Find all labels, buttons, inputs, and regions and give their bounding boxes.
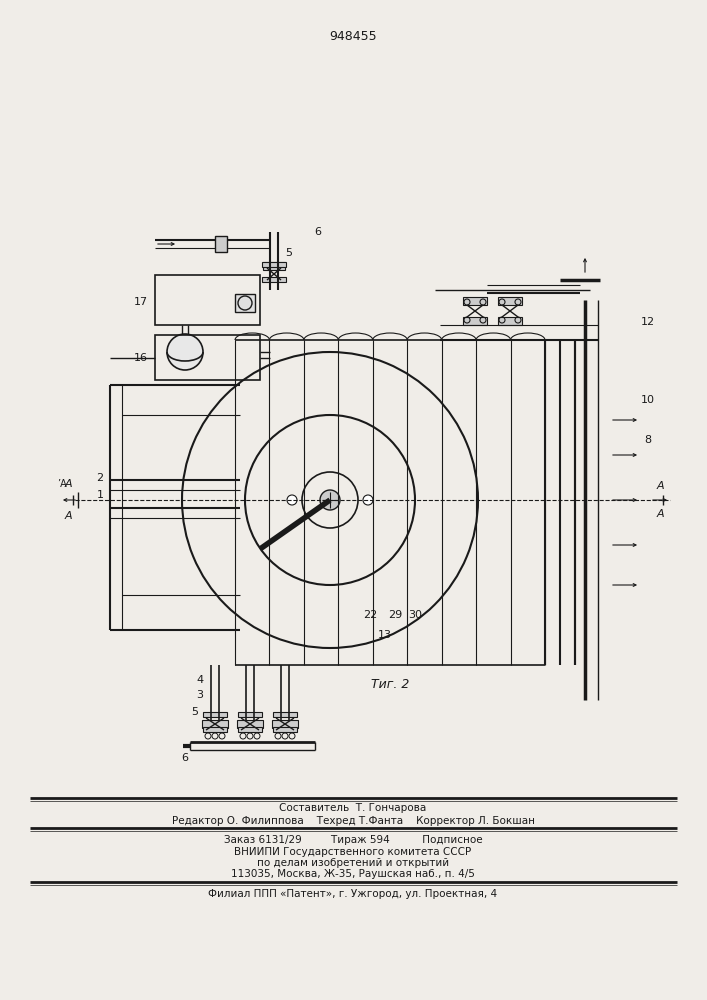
Text: 3: 3 — [197, 690, 204, 700]
Text: 6: 6 — [315, 227, 322, 237]
Text: 113035, Москва, Ж-35, Раушская наб., п. 4/5: 113035, Москва, Ж-35, Раушская наб., п. … — [231, 869, 475, 879]
Text: 16: 16 — [134, 353, 148, 363]
Circle shape — [167, 334, 203, 370]
Bar — [237, 720, 263, 728]
Text: A: A — [656, 509, 664, 519]
Text: ВНИИПИ Государственного комитета СССР: ВНИИПИ Государственного комитета СССР — [235, 847, 472, 857]
Text: A: A — [64, 511, 72, 521]
Circle shape — [363, 495, 373, 505]
Text: 6: 6 — [182, 753, 189, 763]
Text: Τиг. 2: Τиг. 2 — [370, 678, 409, 692]
Bar — [238, 727, 262, 732]
Text: Заказ 6131/29         Тираж 594          Подписное: Заказ 6131/29 Тираж 594 Подписное — [223, 835, 482, 845]
Text: A: A — [656, 481, 664, 491]
Bar — [238, 712, 262, 717]
Bar — [498, 317, 522, 325]
Text: 30: 30 — [408, 610, 422, 620]
Bar — [463, 297, 487, 305]
Bar — [273, 727, 297, 732]
Text: 8: 8 — [645, 435, 652, 445]
Bar — [463, 317, 487, 325]
Text: 5: 5 — [192, 707, 199, 717]
Text: 29: 29 — [388, 610, 402, 620]
Text: Составитель  Т. Гончарова: Составитель Т. Гончарова — [279, 803, 426, 813]
Text: 948455: 948455 — [329, 30, 377, 43]
Bar — [155, 275, 260, 325]
Text: ’A: ’A — [57, 479, 67, 489]
Text: 22: 22 — [363, 610, 377, 620]
Text: 17: 17 — [134, 297, 148, 307]
Text: 2: 2 — [96, 473, 103, 483]
Bar — [263, 262, 285, 270]
Bar — [273, 712, 297, 717]
Text: A: A — [64, 479, 72, 489]
Text: 12: 12 — [641, 317, 655, 327]
Bar — [202, 720, 228, 728]
Bar — [235, 294, 255, 312]
Text: по делам изобретений и открытий: по делам изобретений и открытий — [257, 858, 449, 868]
Circle shape — [287, 495, 297, 505]
Bar — [498, 297, 522, 305]
Text: 5: 5 — [286, 248, 293, 258]
Bar — [272, 720, 298, 728]
Bar — [155, 335, 260, 380]
Bar — [203, 712, 227, 717]
Text: 10: 10 — [641, 395, 655, 405]
Text: Редактор О. Филиппова    Техред Т.Фанта    Корректор Л. Бокшан: Редактор О. Филиппова Техред Т.Фанта Кор… — [172, 816, 534, 826]
Text: 1: 1 — [96, 490, 103, 500]
Bar — [215, 236, 227, 252]
Bar — [262, 262, 286, 267]
Circle shape — [320, 490, 340, 510]
Text: Филиал ППП «Патент», г. Ужгород, ул. Проектная, 4: Филиал ППП «Патент», г. Ужгород, ул. Про… — [209, 889, 498, 899]
Bar — [262, 277, 286, 282]
Text: 4: 4 — [197, 675, 204, 685]
Text: 13: 13 — [378, 630, 392, 640]
Bar — [203, 727, 227, 732]
